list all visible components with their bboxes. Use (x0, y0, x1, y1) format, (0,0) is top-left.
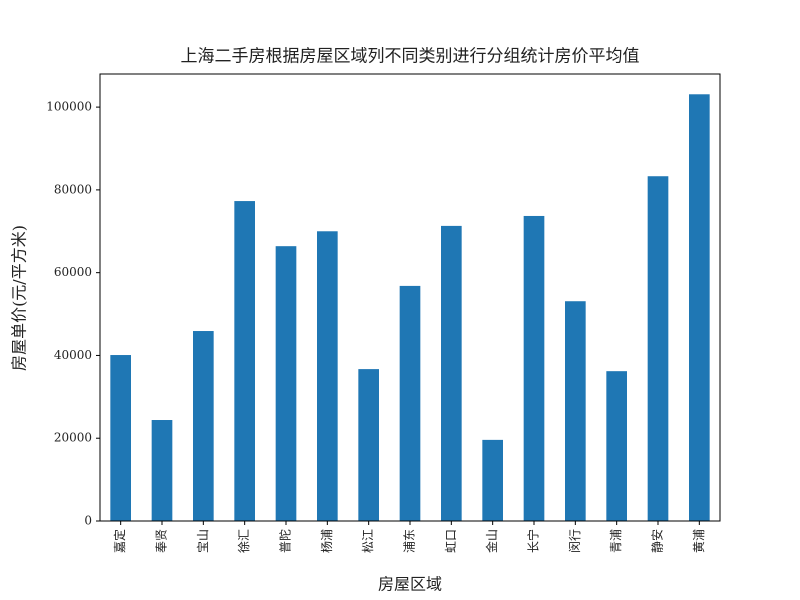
bar (275, 246, 297, 521)
x-tick-label: 浦东 (403, 529, 417, 553)
bar (482, 439, 503, 521)
x-tick-label: 黄浦 (692, 529, 706, 553)
x-tick-label: 静安 (650, 529, 665, 553)
bar (151, 420, 173, 521)
y-tick-label: 20000 (54, 431, 92, 445)
bar (317, 231, 338, 521)
x-tick-label: 金山 (484, 529, 499, 553)
y-tick-label: 60000 (54, 265, 92, 279)
chart-title: 上海二手房根据房屋区域列不同类别进行分组统计房价平均值 (181, 47, 640, 67)
bar (193, 331, 214, 521)
x-tick-label: 普陀 (278, 529, 293, 553)
x-tick-label: 长宁 (526, 529, 541, 553)
bar (110, 355, 131, 521)
bar (565, 301, 586, 521)
x-tick-label: 奉贤 (155, 529, 169, 553)
y-tick-label: 100000 (46, 100, 92, 114)
bar (689, 94, 710, 522)
plot-frame (99, 73, 721, 522)
y-tick-label: 40000 (54, 348, 92, 362)
x-tick-label: 闵行 (567, 529, 582, 553)
bar (358, 369, 379, 521)
x-tick-label: 宝山 (196, 529, 210, 553)
bar (234, 201, 255, 521)
y-tick-label: 80000 (54, 182, 92, 196)
bar (647, 176, 669, 521)
x-axis-label: 房屋区域 (378, 575, 442, 594)
x-tick-label: 松江 (361, 529, 375, 553)
x-tick-label: 徐汇 (236, 529, 251, 553)
x-tick-label: 嘉定 (112, 529, 127, 553)
x-tick-label: 青浦 (609, 529, 623, 553)
y-axis-label: 房屋单价(元/平方米) (10, 225, 29, 371)
bar (441, 225, 462, 521)
bar (523, 215, 545, 522)
x-tick-label: 杨浦 (319, 529, 334, 553)
y-tick-label: 0 (84, 514, 92, 528)
x-tick-label: 虹口 (444, 529, 458, 553)
bar (606, 371, 627, 521)
bar (399, 285, 421, 521)
